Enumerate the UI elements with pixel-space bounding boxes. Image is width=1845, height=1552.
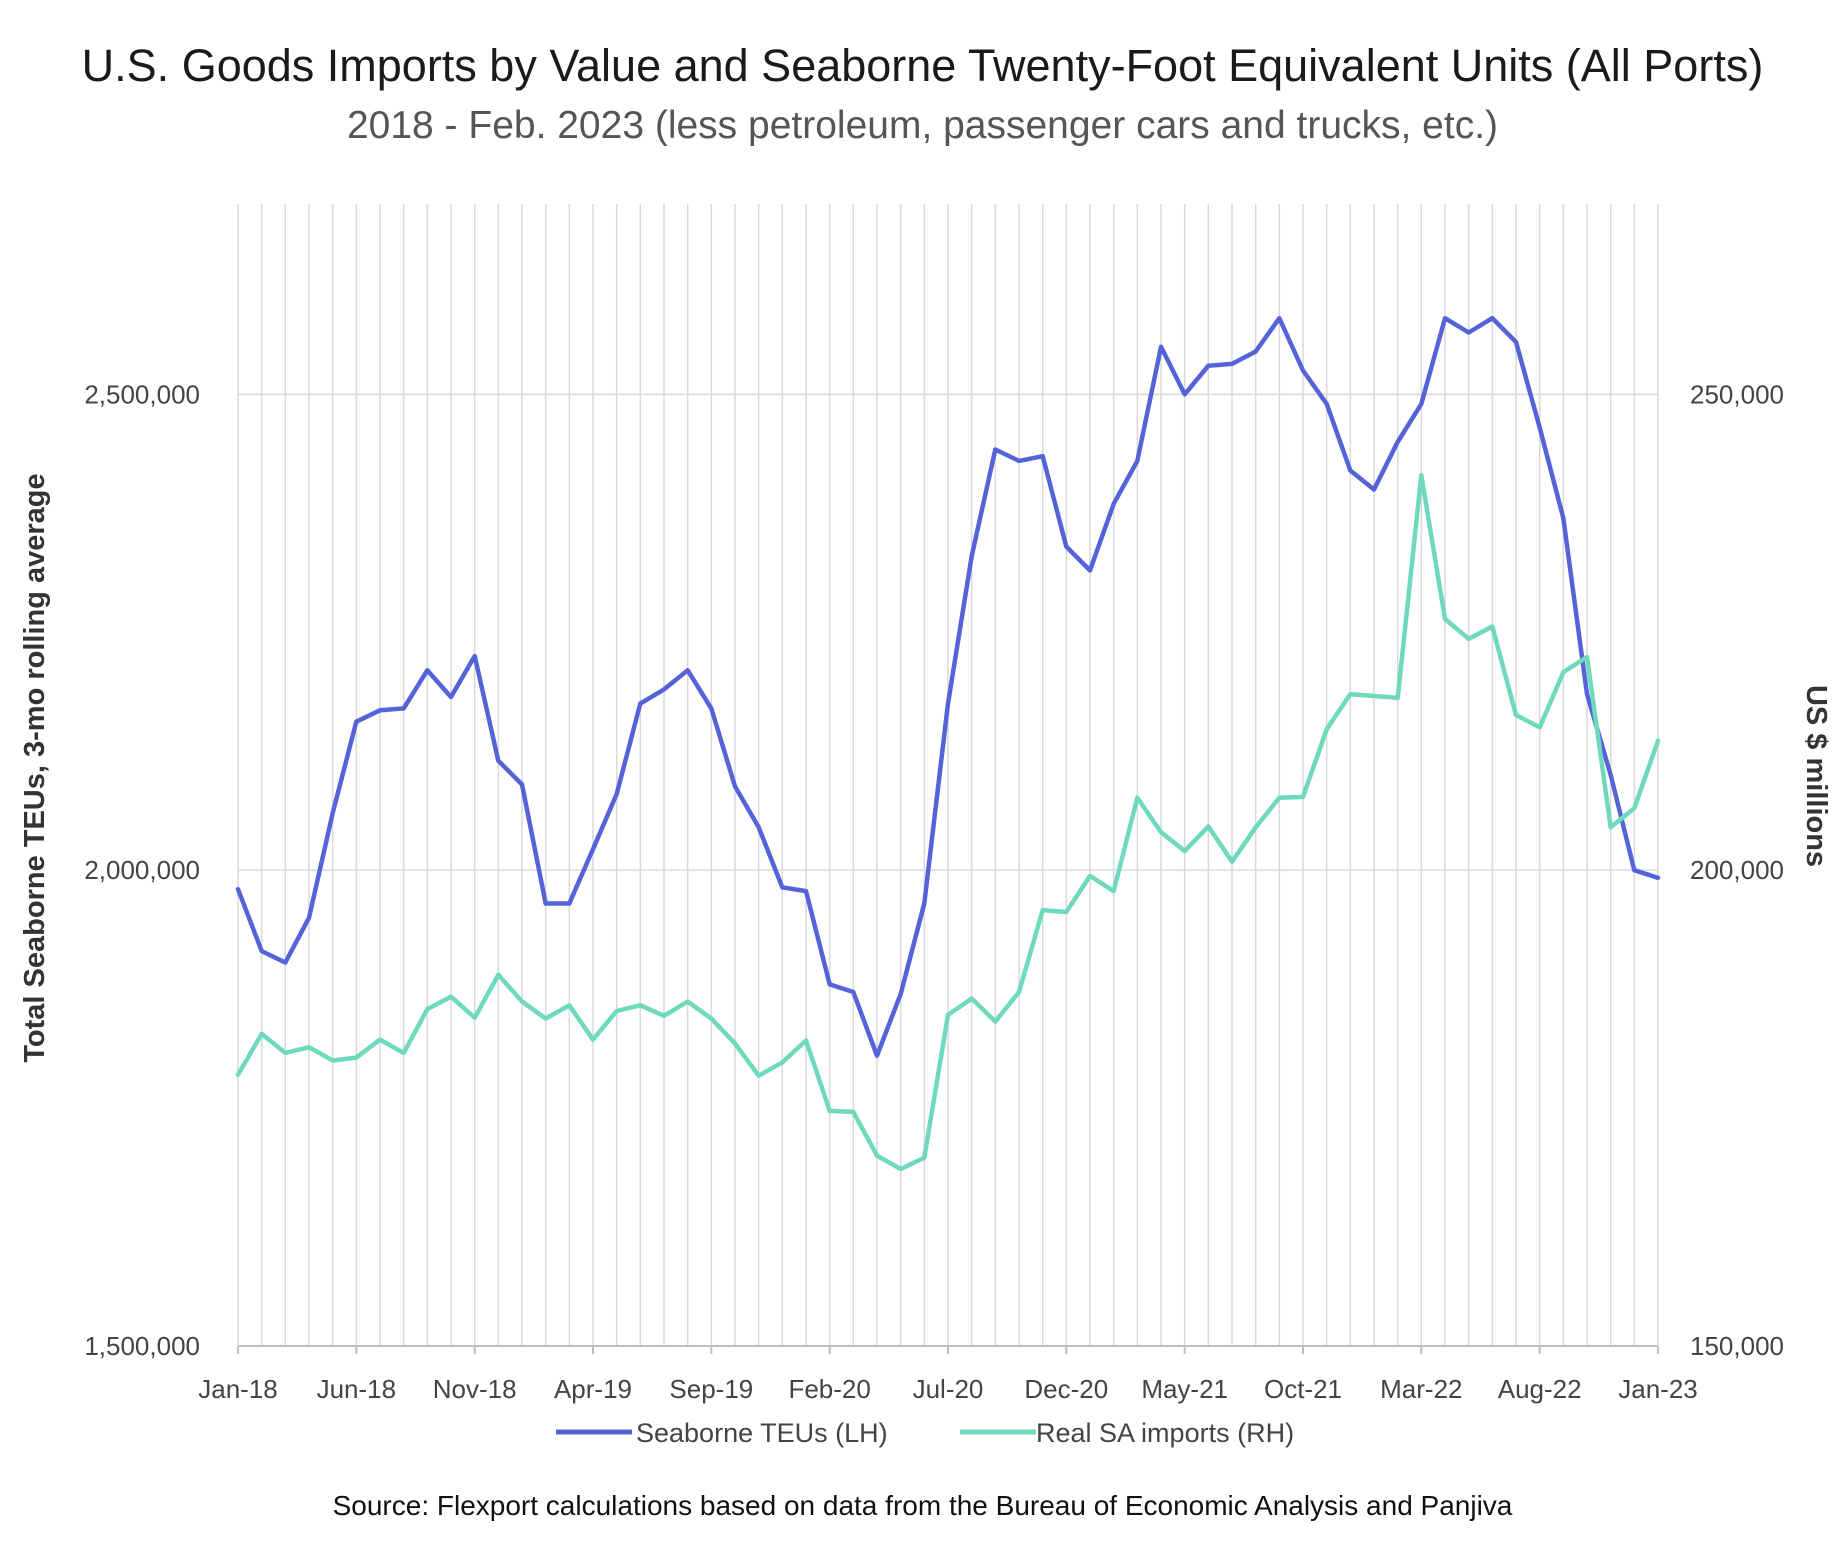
source-note: Source: Flexport calculations based on d… — [332, 1490, 1513, 1521]
y-left-tick-label: 2,000,000 — [84, 855, 200, 885]
x-tick-label: Jul-20 — [913, 1374, 984, 1404]
legend-label-seaborne-teus: Seaborne TEUs (LH) — [636, 1418, 888, 1448]
y-axis-right-title: US $ millions — [1800, 685, 1832, 867]
x-tick-label: Jan-23 — [1618, 1374, 1698, 1404]
x-tick-label: Sep-19 — [669, 1374, 753, 1404]
y-right-tick-label: 200,000 — [1690, 855, 1784, 885]
y-right-tick-label: 150,000 — [1690, 1331, 1784, 1361]
axes — [237, 1345, 1659, 1354]
chart-title: U.S. Goods Imports by Value and Seaborne… — [81, 40, 1764, 91]
gridlines — [237, 204, 1659, 1347]
line-chart: 1,500,000 2,000,000 2,500,000 150,000 200,00… — [19, 204, 1832, 1448]
legend: Seaborne TEUs (LH) Real SA imports (RH) — [556, 1418, 1294, 1448]
x-tick-label: Dec-20 — [1024, 1374, 1108, 1404]
x-tick-label: Feb-20 — [788, 1374, 870, 1404]
real-sa-imports-line — [235, 472, 1661, 1172]
chart-subtitle: 2018 - Feb. 2023 (less petroleum, passen… — [346, 104, 1499, 147]
y-axis-left-title: Total Seaborne TEUs, 3-mo rolling averag… — [19, 473, 51, 1062]
y-right-tick-label: 250,000 — [1690, 379, 1784, 409]
tick-labels: 1,500,000 2,000,000 2,500,000 150,000 200,00… — [84, 379, 1784, 1404]
x-tick-label: May-21 — [1141, 1374, 1228, 1404]
x-tick-label: Jun-18 — [317, 1374, 397, 1404]
x-tick-label: Oct-21 — [1264, 1374, 1342, 1404]
x-tick-label: Mar-22 — [1380, 1374, 1462, 1404]
series-lines — [235, 315, 1661, 1172]
x-tick-label: Aug-22 — [1498, 1374, 1582, 1404]
x-tick-label: Apr-19 — [554, 1374, 632, 1404]
x-tick-label: Jan-18 — [198, 1374, 278, 1404]
y-left-tick-label: 1,500,000 — [84, 1331, 200, 1361]
seaborne-teus-line — [235, 315, 1661, 1058]
x-tick-label: Nov-18 — [433, 1374, 517, 1404]
y-left-tick-label: 2,500,000 — [84, 379, 200, 409]
legend-label-real-sa-imports: Real SA imports (RH) — [1036, 1418, 1294, 1448]
